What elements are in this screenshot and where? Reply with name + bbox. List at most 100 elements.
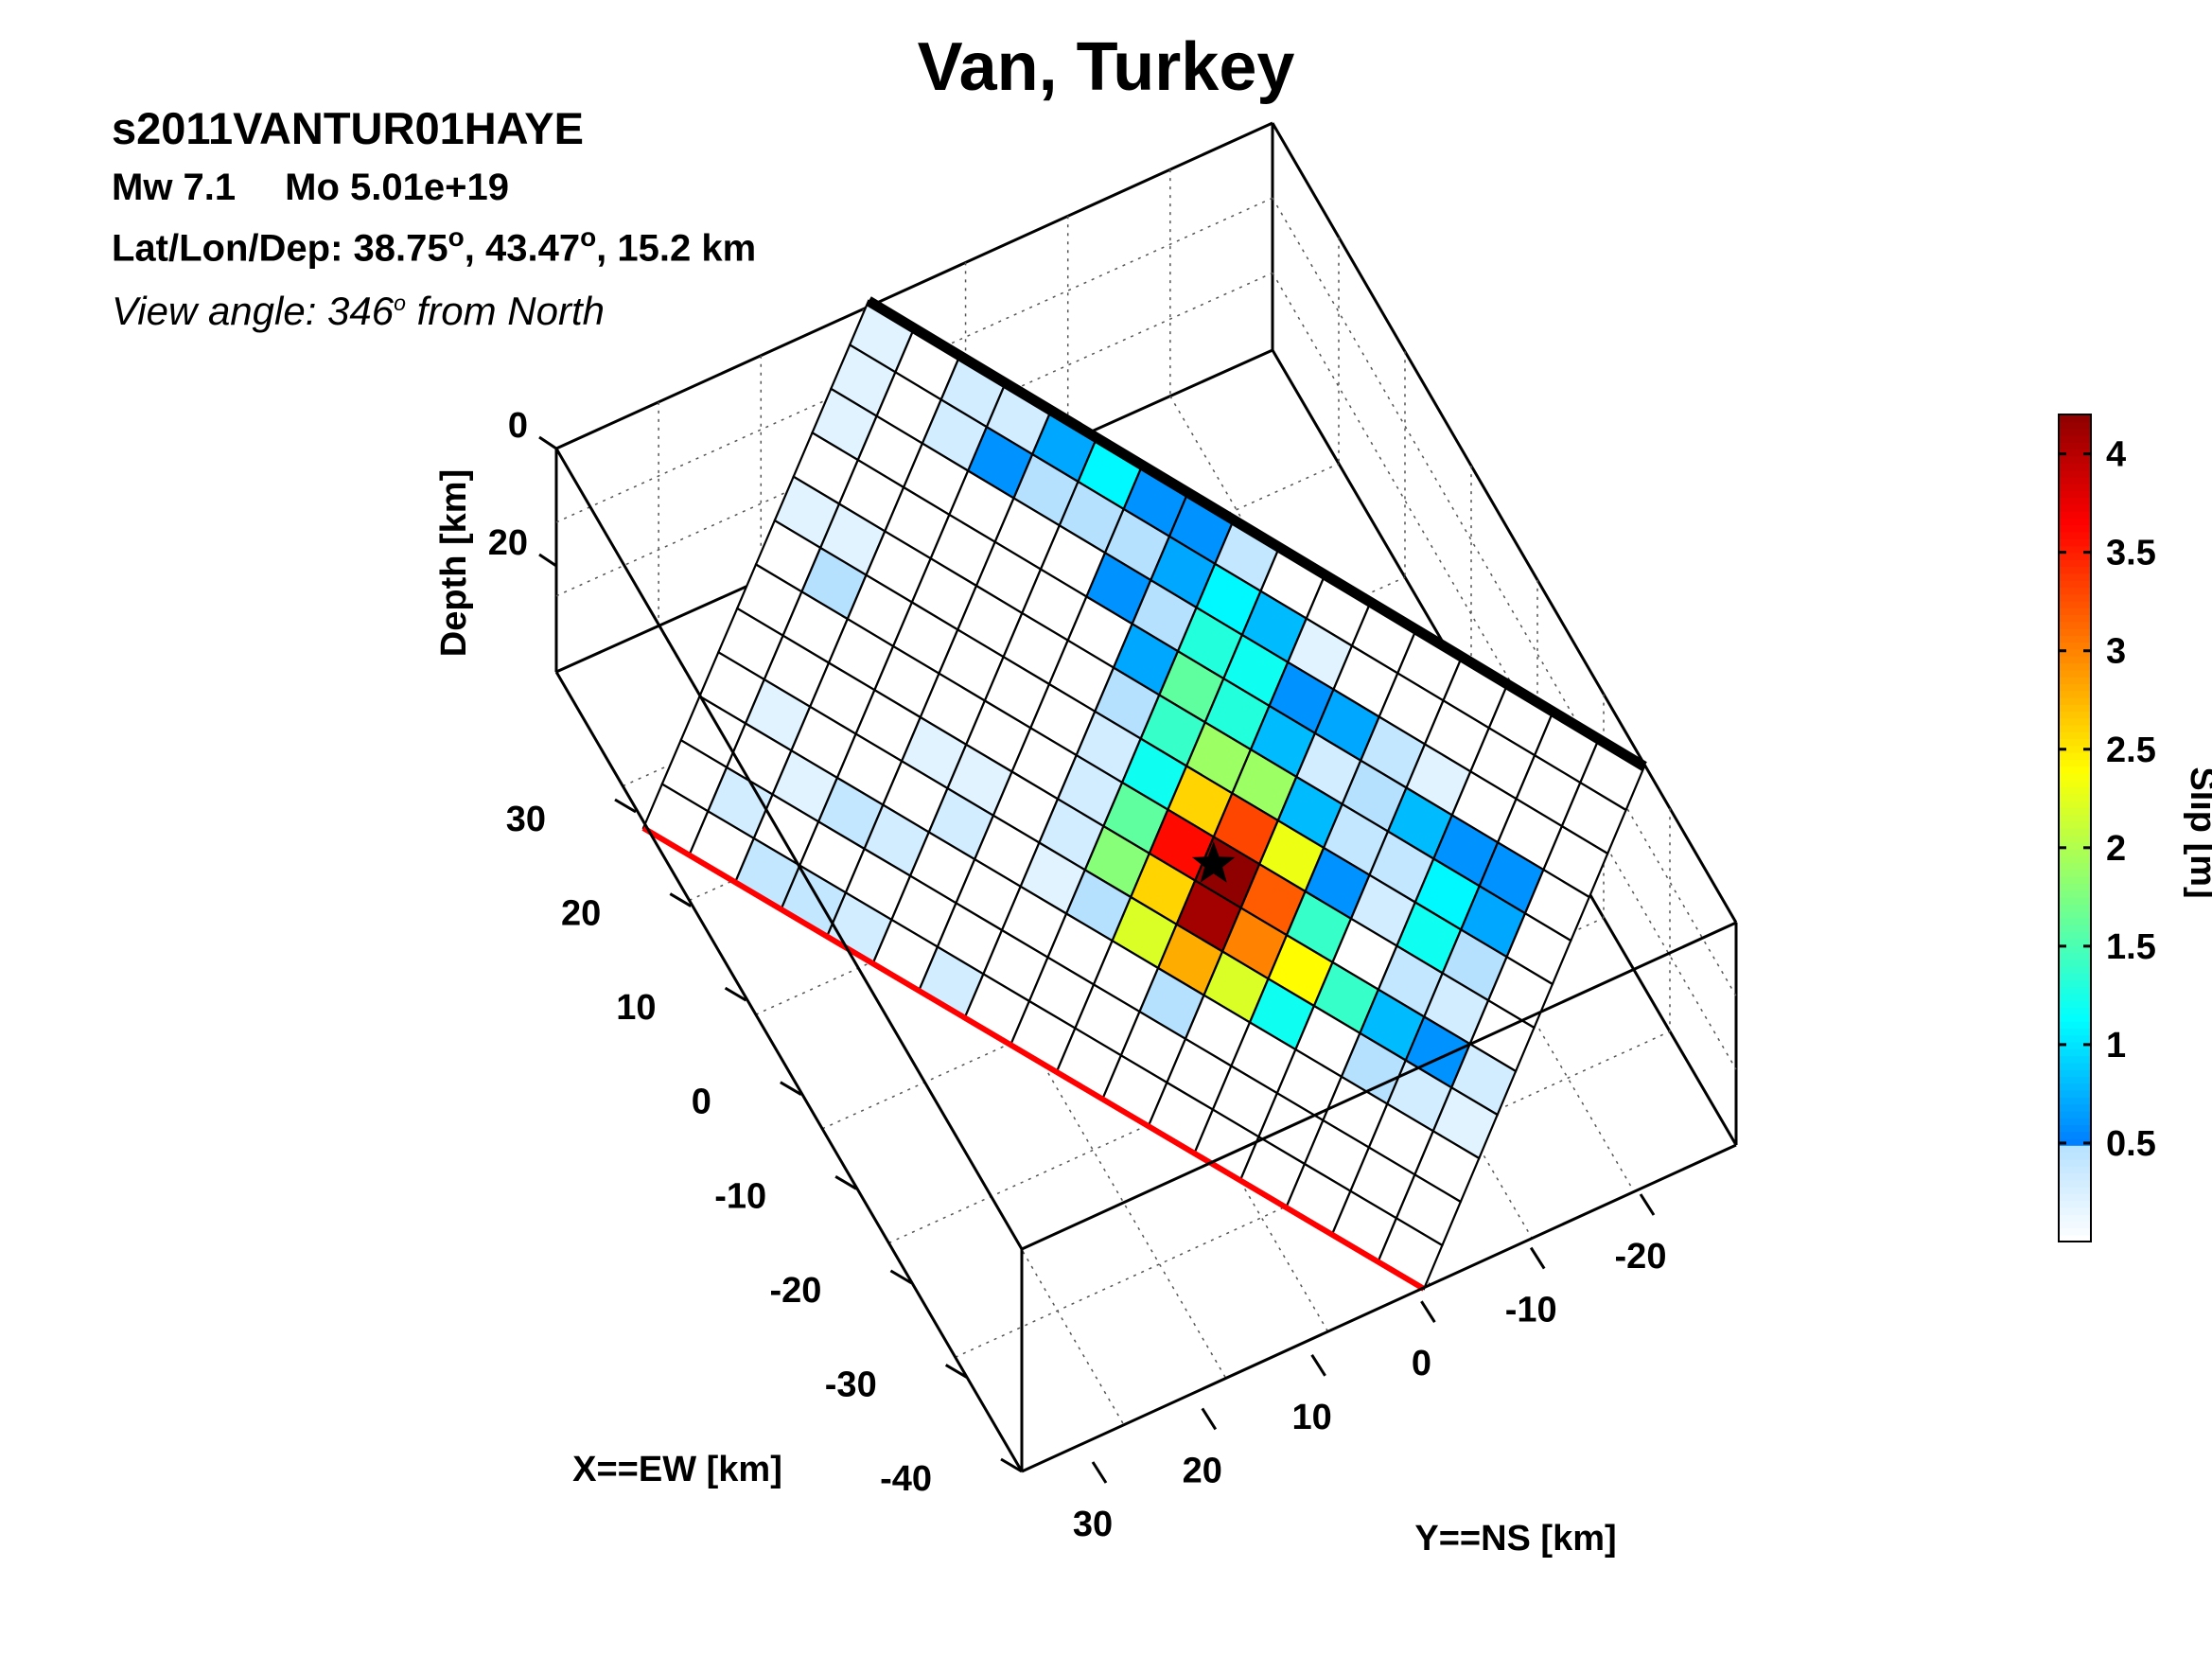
y-axis-label: Y==NS [km] xyxy=(1414,1519,1616,1559)
colorbar-swatch xyxy=(2059,1131,2091,1139)
colorbar-swatch xyxy=(2059,552,2091,560)
degree-symbol: o xyxy=(394,291,406,315)
colorbar-swatch xyxy=(2059,524,2091,533)
fault-top-edge xyxy=(866,296,1647,771)
colorbar-swatch xyxy=(2059,558,2091,568)
colorbar-swatch xyxy=(2059,1145,2091,1154)
lat-text: Lat/Lon/Dep: 38.75 xyxy=(112,227,448,270)
grid-line xyxy=(1272,197,1737,996)
view-prefix: View angle: 346 xyxy=(112,289,395,333)
colorbar-swatch xyxy=(2059,593,2091,602)
colorbar-swatch xyxy=(2059,1041,2091,1049)
colorbar-swatch xyxy=(2059,469,2091,478)
degree-symbol: o xyxy=(580,222,597,252)
colorbar-swatch xyxy=(2059,703,2091,712)
colorbar-swatch xyxy=(2059,944,2091,953)
y-tick-label: 30 xyxy=(1073,1505,1113,1544)
colorbar-swatch xyxy=(2059,600,2091,608)
colorbar-swatch xyxy=(2059,1165,2091,1173)
colorbar-swatch xyxy=(2059,614,2091,623)
colorbar-swatch xyxy=(2059,724,2091,732)
colorbar-swatch xyxy=(2059,1034,2091,1043)
x-tick xyxy=(780,1081,802,1097)
colorbar-swatch xyxy=(2059,655,2091,663)
colorbar-swatch xyxy=(2059,972,2091,981)
colorbar-swatch xyxy=(2059,772,2091,781)
y-tick-label: 0 xyxy=(1412,1344,1431,1383)
y-tick-label: -20 xyxy=(1615,1237,1667,1277)
box-edge xyxy=(1271,122,1738,924)
depth-text: , 15.2 km xyxy=(596,227,757,270)
x-tick xyxy=(834,1174,857,1190)
colorbar-swatch xyxy=(2059,1179,2091,1188)
colorbar-swatch xyxy=(2059,862,2091,871)
colorbar-swatch xyxy=(2059,676,2091,684)
colorbar-swatch xyxy=(2059,993,2091,1001)
colorbar-swatch xyxy=(2059,510,2091,520)
colorbar-swatch xyxy=(2059,711,2091,719)
x-tick-label: -10 xyxy=(714,1176,766,1216)
colorbar-swatch xyxy=(2059,883,2091,891)
colorbar-swatch xyxy=(2059,751,2091,760)
colorbar-swatch xyxy=(2059,503,2091,512)
colorbar-swatch xyxy=(2059,1007,2091,1015)
colorbar-swatch xyxy=(2059,642,2091,650)
colorbar-label: Slip [m] xyxy=(2183,766,2212,898)
colorbar-swatch xyxy=(2059,1186,2091,1194)
colorbar-swatch xyxy=(2059,442,2091,450)
box-edge xyxy=(1021,1143,1737,1473)
colorbar-swatch xyxy=(2059,1097,2091,1105)
colorbar-swatch xyxy=(2059,483,2091,491)
z-tick-label: 20 xyxy=(488,523,528,563)
colorbar-swatch xyxy=(2059,917,2091,925)
x-axis-label: X==EW [km] xyxy=(572,1450,782,1489)
box-edge xyxy=(554,448,1024,1250)
colorbar-swatch xyxy=(2059,965,2091,974)
colorbar-swatch xyxy=(2059,1213,2091,1222)
colorbar-swatch xyxy=(2059,648,2091,657)
colorbar-swatch xyxy=(2059,1000,2091,1009)
mo-value: Mo 5.01e+19 xyxy=(285,167,509,208)
colorbar-swatch xyxy=(2059,848,2091,856)
colorbar-swatch xyxy=(2059,421,2091,430)
colorbar-swatch xyxy=(2059,1152,2091,1160)
colorbar-swatch xyxy=(2059,766,2091,774)
colorbar-swatch xyxy=(2059,959,2091,967)
z-tick xyxy=(538,553,557,568)
colorbar-swatch xyxy=(2059,573,2091,581)
colorbar-swatch xyxy=(2059,1172,2091,1181)
colorbar-swatch xyxy=(2059,793,2091,802)
colorbar-swatch xyxy=(2059,731,2091,740)
x-tick xyxy=(1000,1457,1023,1473)
x-tick xyxy=(944,1364,968,1379)
colorbar-swatch xyxy=(2059,855,2091,864)
x-tick xyxy=(614,798,637,814)
colorbar-swatch xyxy=(2059,828,2091,837)
colorbar-tick-label: 2.5 xyxy=(2106,731,2156,770)
z-axis-label: Depth [km] xyxy=(434,469,474,657)
colorbar-swatch xyxy=(2059,1137,2091,1146)
colorbar-swatch xyxy=(2059,814,2091,822)
colorbar-swatch xyxy=(2059,1158,2091,1167)
colorbar-swatch xyxy=(2059,875,2091,885)
colorbar-swatch xyxy=(2059,1103,2091,1112)
fault-plane xyxy=(641,296,1647,1292)
colorbar-frame xyxy=(2058,414,2092,1242)
x-tick xyxy=(669,892,693,907)
colorbar-swatch xyxy=(2059,904,2091,912)
colorbar-swatch xyxy=(2059,414,2091,423)
colorbar-swatch xyxy=(2059,531,2091,539)
grid-line xyxy=(1272,273,1737,1070)
colorbar-swatch xyxy=(2059,1062,2091,1070)
colorbar-swatch xyxy=(2059,696,2091,705)
colorbar-swatch xyxy=(2059,820,2091,829)
colorbar-swatch xyxy=(2059,449,2091,457)
colorbar-swatch xyxy=(2059,896,2091,905)
colorbar-swatch xyxy=(2059,869,2091,877)
colorbar-tick-label: 3 xyxy=(2106,632,2126,672)
y-tick-label: -10 xyxy=(1505,1291,1557,1330)
event-id: s2011VANTUR01HAYE xyxy=(112,103,584,153)
colorbar-tick-label: 0.5 xyxy=(2106,1124,2156,1164)
location-line: Lat/Lon/Dep: 38.75o, 43.47o, 15.2 km xyxy=(112,222,756,270)
